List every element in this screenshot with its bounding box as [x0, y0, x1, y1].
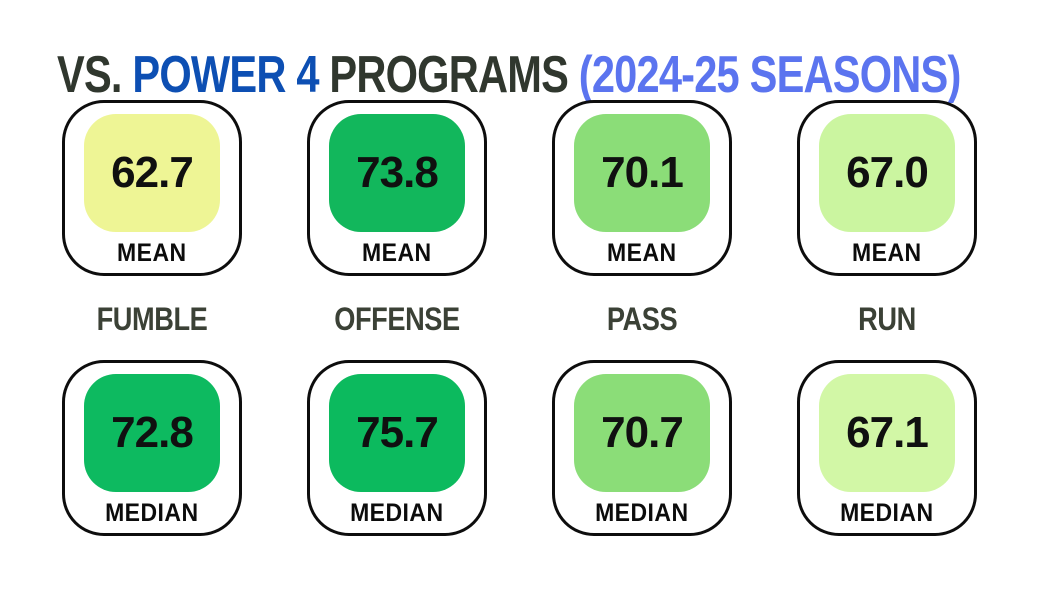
- stat-tile: 72.8: [84, 374, 220, 492]
- stat-tile: 70.7: [574, 374, 710, 492]
- stat-value: 70.7: [601, 408, 684, 457]
- stat-card-fumble-median: 72.8 MEDIAN: [62, 360, 242, 536]
- stat-value: 70.1: [601, 148, 684, 197]
- stat-value: 72.8: [111, 408, 194, 457]
- title-segment-vs: VS.: [57, 45, 133, 104]
- stat-tile: 75.7: [329, 374, 465, 492]
- title-segment-seasons: (2024-25 SEASONS): [578, 45, 962, 104]
- stat-tile: 73.8: [329, 114, 465, 232]
- category-label-pass: PASS: [606, 301, 678, 337]
- stat-tile: 70.1: [574, 114, 710, 232]
- category-label-offense: OFFENSE: [334, 301, 460, 337]
- median-card-row: 72.8 MEDIAN 75.7 MEDIAN 70.7 MEDIAN 67.1…: [62, 360, 977, 536]
- stat-type-label: MEAN: [117, 239, 187, 267]
- category-label-fumble: FUMBLE: [96, 301, 208, 337]
- stat-type-label: MEDIAN: [840, 499, 934, 527]
- stat-card-pass-median: 70.7 MEDIAN: [552, 360, 732, 536]
- stat-card-run-mean: 67.0 MEAN: [797, 100, 977, 276]
- stat-value: 67.1: [846, 408, 929, 457]
- category-label-run: RUN: [858, 301, 916, 337]
- mean-card-row: 62.7 MEAN 73.8 MEAN 70.1 MEAN 67.0 MEAN: [62, 100, 977, 276]
- stat-type-label: MEDIAN: [105, 499, 199, 527]
- stat-type-label: MEAN: [362, 239, 432, 267]
- stat-card-pass-mean: 70.1 MEAN: [552, 100, 732, 276]
- stat-value: 73.8: [356, 148, 439, 197]
- stat-card-run-median: 67.1 MEDIAN: [797, 360, 977, 536]
- stat-type-label: MEDIAN: [595, 499, 689, 527]
- category-label-row: FUMBLE OFFENSE PASS RUN: [62, 301, 977, 338]
- stat-card-offense-mean: 73.8 MEAN: [307, 100, 487, 276]
- stat-type-label: MEAN: [607, 239, 677, 267]
- stat-tile: 62.7: [84, 114, 220, 232]
- stat-value: 67.0: [846, 148, 929, 197]
- stat-card-fumble-mean: 62.7 MEAN: [62, 100, 242, 276]
- stat-card-offense-median: 75.7 MEDIAN: [307, 360, 487, 536]
- page-title: VS. POWER 4 PROGRAMS (2024-25 SEASONS): [57, 45, 962, 104]
- stat-value: 62.7: [111, 148, 194, 197]
- stat-type-label: MEAN: [852, 239, 922, 267]
- title-segment-programs: PROGRAMS: [329, 45, 579, 104]
- stat-tile: 67.0: [819, 114, 955, 232]
- stat-tile: 67.1: [819, 374, 955, 492]
- title-segment-power4: POWER 4: [132, 45, 330, 104]
- stat-value: 75.7: [356, 408, 439, 457]
- stat-type-label: MEDIAN: [350, 499, 444, 527]
